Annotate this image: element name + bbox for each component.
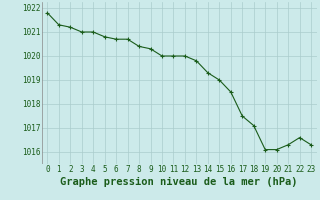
X-axis label: Graphe pression niveau de la mer (hPa): Graphe pression niveau de la mer (hPa) bbox=[60, 177, 298, 187]
